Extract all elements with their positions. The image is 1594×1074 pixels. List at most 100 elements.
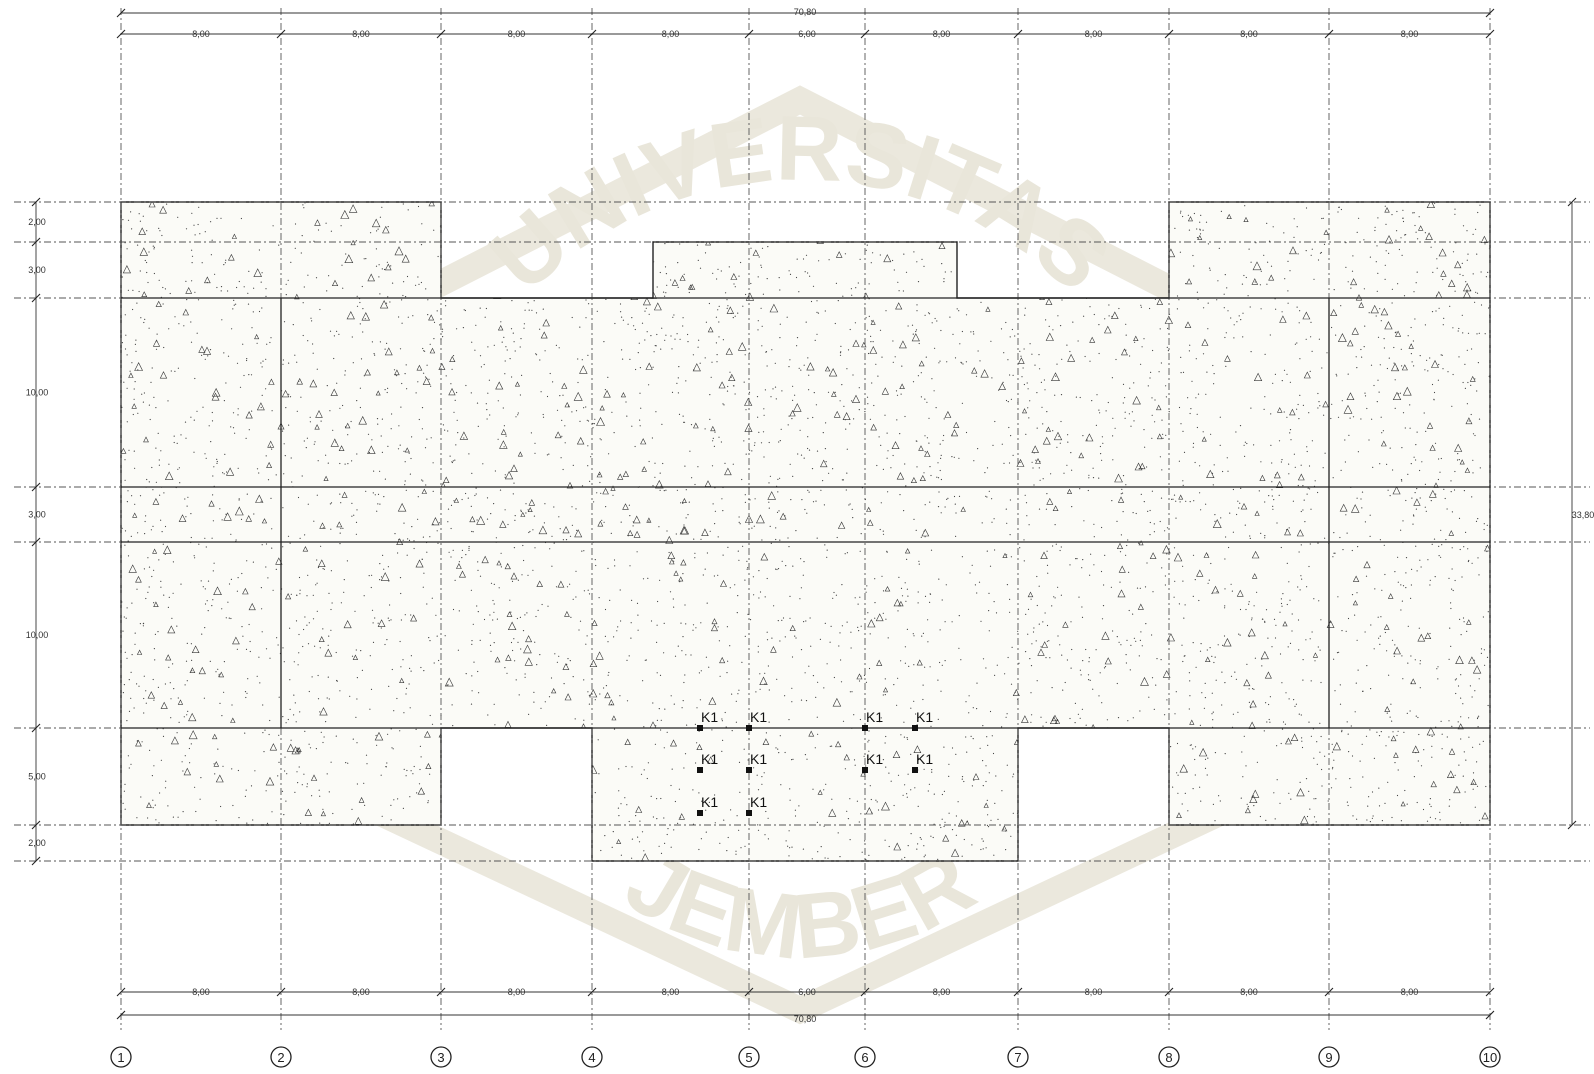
top-tick-8 [1324, 29, 1334, 39]
left-tick-4 [31, 537, 41, 547]
left-tick-5 [31, 723, 41, 733]
bottom-span-label: 6,00 [798, 987, 816, 997]
left-vertical-dimensions: 2,00 3,00 10,00 3,00 10,00 5,00 2,00 [26, 217, 49, 848]
grid-axis-labels: 1 2 3 4 5 6 7 8 9 10 [110, 1046, 1501, 1068]
axis-bubble-3: 3 [430, 1046, 452, 1068]
column-label: K1 [866, 709, 883, 725]
slab-outline [120, 201, 1491, 862]
column-k1: K1 [862, 709, 883, 731]
slab-area [120, 201, 1491, 862]
column-k1: K1 [746, 709, 767, 731]
column-marker [746, 810, 752, 816]
axis-bubble-9: 9 [1318, 1046, 1340, 1068]
bottom-span-label: 8,00 [1401, 987, 1419, 997]
bottom-tick-8 [1324, 987, 1334, 997]
axis-bubble-circle [110, 1046, 132, 1068]
column-markers: K1 K1 K1 K1 K1 K1 K1 K1 K1 K1 [697, 709, 933, 816]
left-dimension-label: 10,00 [26, 630, 49, 640]
bottom-tick-1 [276, 987, 286, 997]
left-tick-7 [31, 856, 41, 866]
bottom-span-dimensions: 8,00 8,00 8,00 8,00 6,00 8,00 8,00 8,00 8,00 [192, 987, 1418, 997]
axis-bubble-1: 1 [110, 1046, 132, 1068]
column-label: K1 [750, 709, 767, 725]
bottom-span-label: 8,00 [662, 987, 680, 997]
bottom-span-label: 8,00 [933, 987, 951, 997]
top-span-label: 6,00 [798, 29, 816, 39]
axis-bubble-5: 5 [738, 1046, 760, 1068]
axis-bubble-4: 4 [581, 1046, 603, 1068]
axis-bubble-6: 6 [854, 1046, 876, 1068]
column-k1: K1 [862, 751, 883, 773]
column-label: K1 [916, 709, 933, 725]
bottom-tick-7 [1164, 987, 1174, 997]
top-tick-9 [1485, 29, 1495, 39]
left-tick-2 [31, 293, 41, 303]
top-total-tick-end [1485, 8, 1495, 18]
top-tick-2 [436, 29, 446, 39]
top-span-label: 8,00 [1401, 29, 1419, 39]
axis-bubble-label: 7 [1014, 1050, 1021, 1065]
bottom-span-label: 8,00 [352, 987, 370, 997]
axis-bubble-label: 8 [1165, 1050, 1172, 1065]
left-tick-6 [31, 820, 41, 830]
left-dimension-label: 3,00 [28, 510, 46, 520]
column-marker [697, 810, 703, 816]
top-tick-3 [587, 29, 597, 39]
column-k1: K1 [697, 751, 718, 773]
top-span-label: 8,00 [352, 29, 370, 39]
left-dimension-label: 3,00 [28, 265, 46, 275]
column-label: K1 [750, 751, 767, 767]
left-tick-3 [31, 482, 41, 492]
left-tick-1 [31, 237, 41, 247]
column-k1: K1 [912, 709, 933, 731]
axis-bubble-label: 4 [588, 1050, 595, 1065]
axis-bubble-circle [430, 1046, 452, 1068]
column-k1: K1 [697, 709, 718, 731]
right-tick-start [1567, 197, 1577, 207]
dimension-lines [31, 8, 1577, 1020]
left-dimension-label: 5,00 [28, 772, 46, 782]
column-label: K1 [701, 794, 718, 810]
axis-bubble-10: 10 [1479, 1046, 1501, 1068]
top-tick-6 [1013, 29, 1023, 39]
axis-bubble-8: 8 [1158, 1046, 1180, 1068]
bottom-span-label: 8,00 [1240, 987, 1258, 997]
axis-bubble-circle [270, 1046, 292, 1068]
top-tick-1 [276, 29, 286, 39]
left-dimension-label: 10,00 [26, 388, 49, 398]
axis-bubble-label: 1 [117, 1050, 124, 1065]
axis-bubble-circle [738, 1046, 760, 1068]
top-span-label: 8,00 [1085, 29, 1103, 39]
bottom-span-label: 8,00 [1085, 987, 1103, 997]
axis-bubble-label: 3 [437, 1050, 444, 1065]
top-span-label: 8,00 [508, 29, 526, 39]
bottom-tick-0 [116, 987, 126, 997]
column-marker [862, 767, 868, 773]
axis-bubble-circle [854, 1046, 876, 1068]
column-k1: K1 [746, 751, 767, 773]
axis-bubble-label: 6 [861, 1050, 868, 1065]
axis-bubble-circle [1158, 1046, 1180, 1068]
top-span-label: 8,00 [1240, 29, 1258, 39]
top-span-label: 8,00 [933, 29, 951, 39]
bottom-tick-3 [587, 987, 597, 997]
column-marker [746, 767, 752, 773]
column-marker [862, 725, 868, 731]
left-dimension-label: 2,00 [28, 217, 46, 227]
top-span-label: 8,00 [192, 29, 210, 39]
column-k1: K1 [746, 794, 767, 816]
column-label: K1 [750, 794, 767, 810]
top-tick-5 [860, 29, 870, 39]
axis-bubble-2: 2 [270, 1046, 292, 1068]
right-tick-end [1567, 820, 1577, 830]
bottom-total-tick-end [1485, 1010, 1495, 1020]
column-marker [697, 725, 703, 731]
axis-bubble-label: 2 [277, 1050, 284, 1065]
left-tick-0 [31, 197, 41, 207]
bottom-tick-4 [744, 987, 754, 997]
column-label: K1 [701, 751, 718, 767]
right-total-dimension: 33,80 [1572, 510, 1594, 520]
bottom-span-label: 8,00 [508, 987, 526, 997]
bottom-total-tick-start [116, 1010, 126, 1020]
